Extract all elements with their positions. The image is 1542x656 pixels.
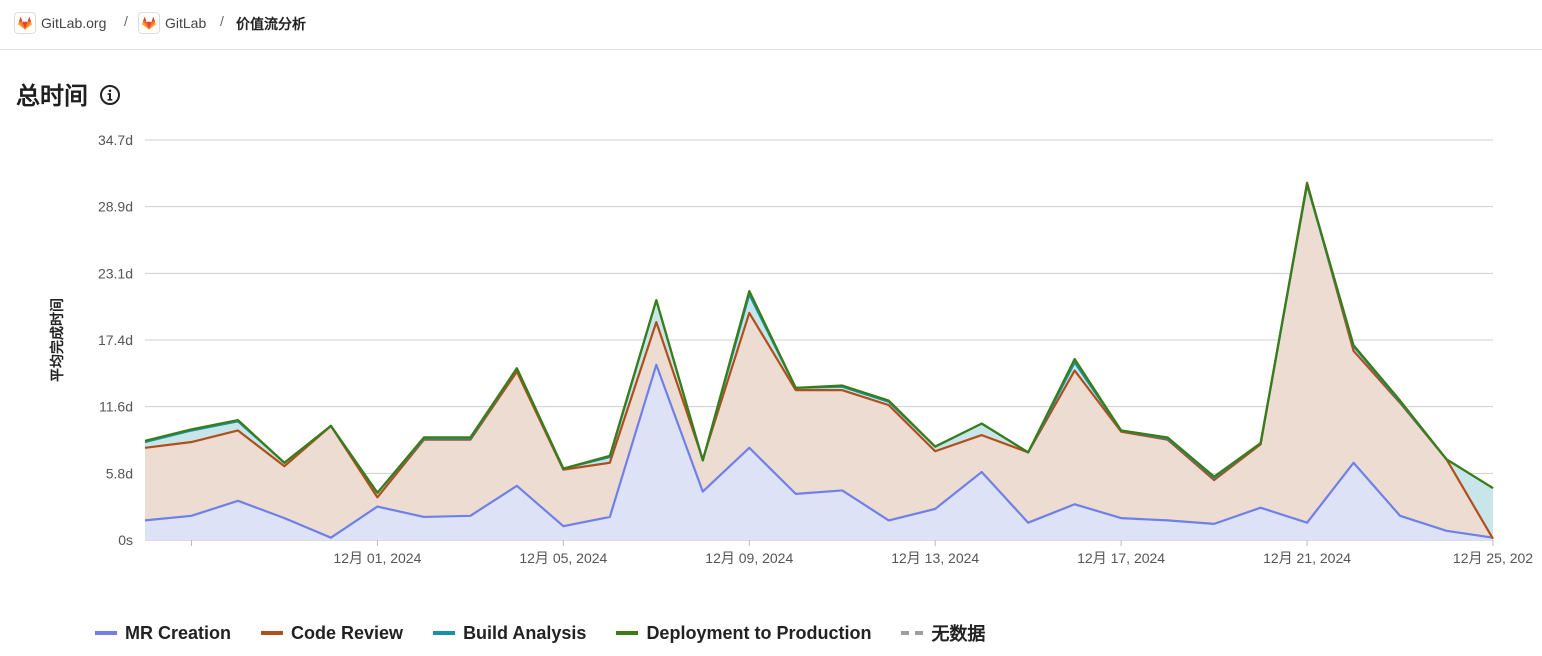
- legend-item-mr-creation[interactable]: MR Creation: [95, 623, 231, 644]
- area-mr-creation: [145, 364, 1493, 540]
- y-tick-label: 11.6d: [99, 399, 133, 415]
- x-tick-label: 12月 21, 2024: [1263, 550, 1351, 566]
- gitlab-tanuki-icon: [138, 12, 160, 34]
- total-time-chart: 0s 5.8d 11.6d 17.4d 23.1d 28.9d 34.7d 平均完成时间 12月…: [49, 132, 1533, 566]
- breadcrumb-separator: /: [124, 13, 128, 29]
- x-tick-label: 12月 17, 2024: [1077, 550, 1165, 566]
- y-axis-label: 平均完成时间: [49, 298, 66, 382]
- page-title: 总时间: [16, 83, 88, 110]
- y-tick-label: 17.4d: [98, 332, 133, 348]
- y-tick-label: 34.7d: [98, 132, 133, 148]
- legend-swatch: [433, 631, 456, 635]
- legend-swatch: [901, 631, 924, 635]
- x-tick-label: 12月 01, 2024: [333, 550, 421, 566]
- breadcrumb: GitLab.org / GitLab / 价值流分析: [0, 0, 1542, 50]
- legend-swatch: [261, 631, 284, 635]
- x-tick-label: 12月 09, 2024: [705, 550, 793, 566]
- legend-item-code-review[interactable]: Code Review: [261, 623, 403, 644]
- y-tick-label: 28.9d: [98, 199, 133, 215]
- legend-swatch: [616, 631, 639, 635]
- legend-item-no-data[interactable]: 无数据: [901, 620, 985, 646]
- legend-label: Build Analysis: [463, 622, 587, 643]
- line-deployment-to-production: [144, 182, 1494, 494]
- line-mr-creation: [144, 363, 1494, 539]
- x-tick-label: 12月 13, 2024: [891, 550, 979, 566]
- area-code-review: [145, 182, 1493, 540]
- x-tick-label: 12月 25, 202: [1453, 550, 1533, 566]
- x-tick-label: 12月 05, 2024: [519, 550, 607, 566]
- chart-legend: MR Creation Code Review Build Analysis D…: [95, 620, 1015, 646]
- breadcrumb-current: 价值流分析: [236, 16, 306, 32]
- legend-item-deployment-to-production[interactable]: Deployment to Production: [616, 623, 871, 644]
- y-tick-label: 0s: [118, 532, 133, 548]
- legend-label: Deployment to Production: [646, 622, 872, 643]
- breadcrumb-item-gitlab[interactable]: GitLab: [138, 12, 206, 34]
- legend-label: Code Review: [291, 622, 404, 643]
- breadcrumb-label[interactable]: GitLab.org: [41, 15, 107, 31]
- breadcrumb-separator: /: [220, 13, 224, 29]
- y-tick-label: 5.8d: [106, 465, 133, 481]
- legend-item-build-analysis[interactable]: Build Analysis: [433, 623, 586, 644]
- y-tick-label: 23.1d: [98, 265, 133, 281]
- breadcrumb-item-gitlab-org[interactable]: GitLab.org: [14, 12, 106, 34]
- legend-label: 无数据: [931, 624, 986, 644]
- gitlab-tanuki-icon: [14, 12, 36, 34]
- legend-swatch: [95, 631, 117, 635]
- breadcrumb-label[interactable]: GitLab: [165, 15, 207, 31]
- legend-label: MR Creation: [125, 622, 232, 643]
- info-icon[interactable]: [99, 84, 121, 106]
